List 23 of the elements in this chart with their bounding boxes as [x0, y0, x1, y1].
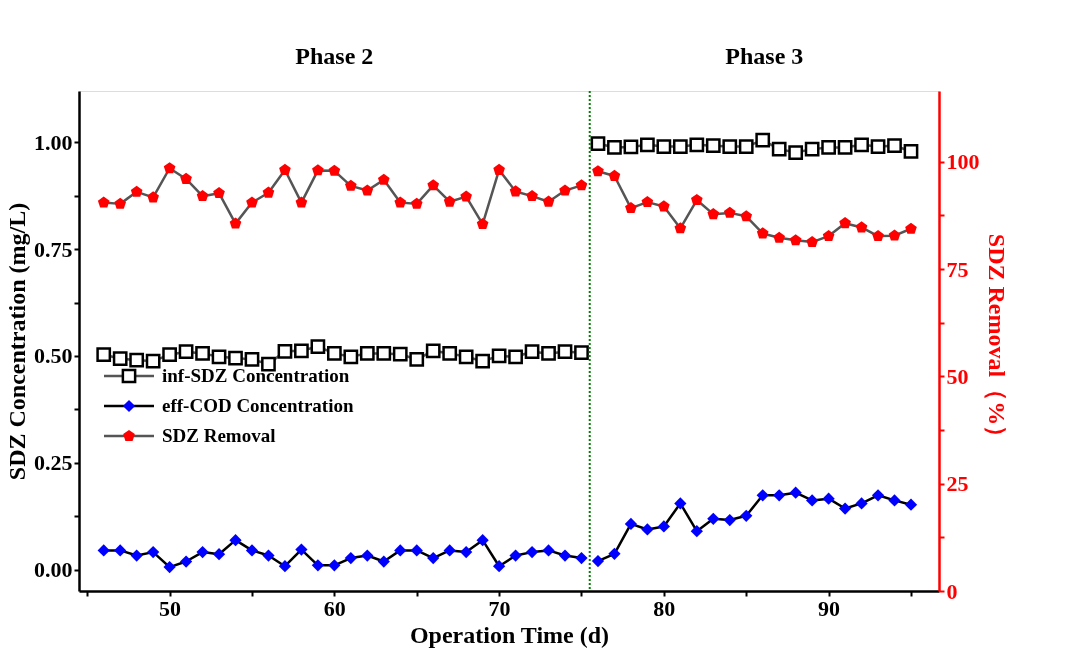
legend-label: inf-SDZ Concentration [162, 365, 350, 386]
y2-tick-label: 25 [946, 471, 969, 497]
text: Phase 2 [295, 43, 374, 69]
y-tick-label: 0.75 [34, 236, 73, 262]
y2-tick-label: 0 [946, 578, 958, 604]
y-tick-label: 1.00 [34, 129, 73, 155]
y2-tick-label: 75 [946, 256, 969, 282]
y2-axis-title: SDZ Removal（%） [983, 233, 1010, 450]
x-axis-title: Operation Time (d) [409, 621, 610, 648]
y-tick-label: 0.25 [34, 450, 73, 476]
y2-tick-label: 100 [946, 149, 980, 175]
x-tick-label: 70 [488, 595, 511, 621]
y-tick-label: 0.00 [34, 557, 73, 583]
text: Phase 3 [725, 43, 804, 69]
x-tick-label: 50 [159, 595, 182, 621]
y-tick-label: 0.50 [34, 343, 73, 369]
y-axis-title: SDZ Concentration (mg/L) [4, 202, 30, 481]
legend-label: eff-COD Concentration [162, 395, 354, 416]
x-tick-label: 80 [653, 595, 676, 621]
x-tick-label: 60 [323, 595, 346, 621]
y2-tick-label: 50 [946, 363, 969, 389]
x-tick-label: 90 [818, 595, 841, 621]
legend-label: SDZ Removal [162, 425, 276, 446]
